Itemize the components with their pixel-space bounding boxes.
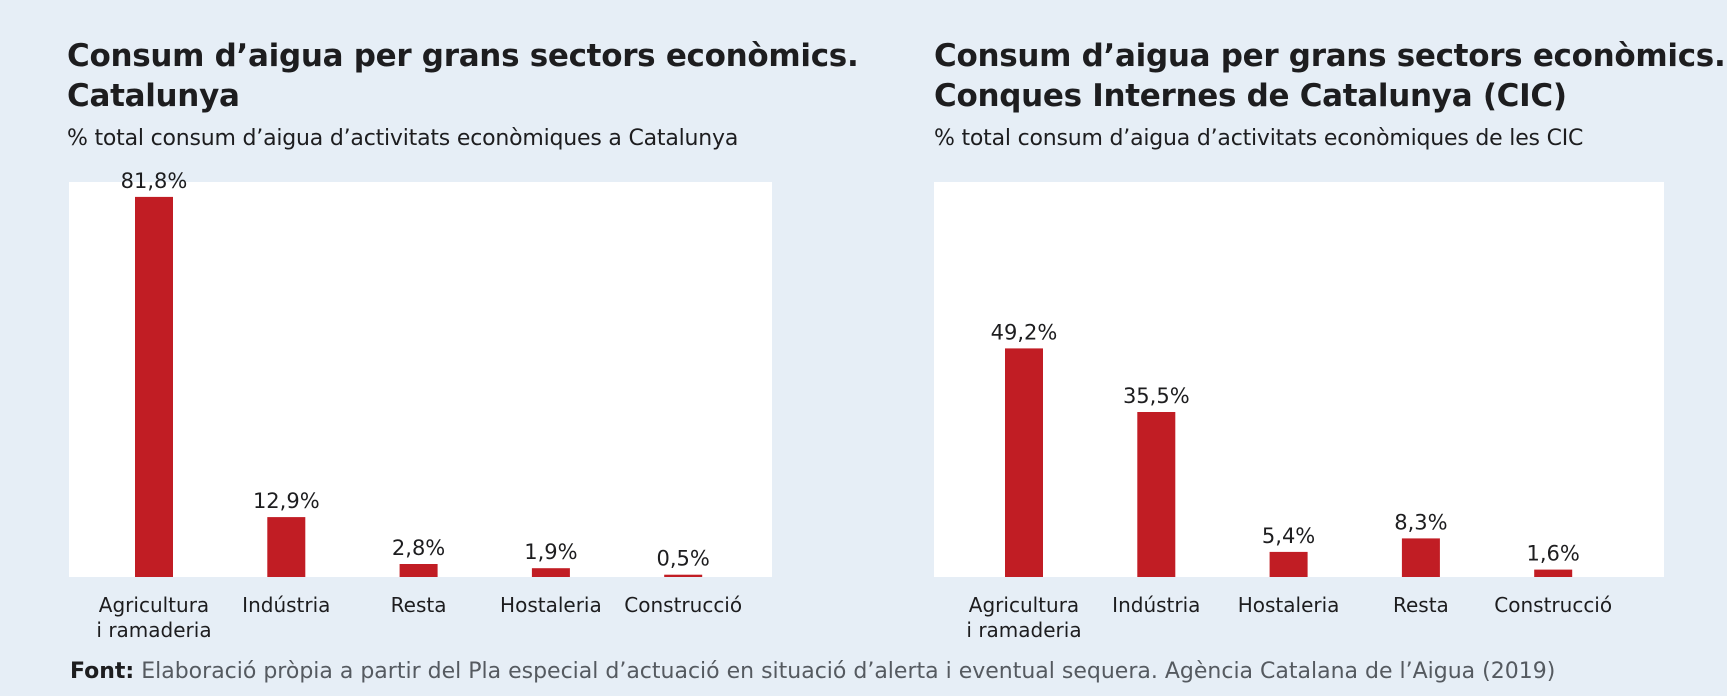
bar (135, 196, 173, 577)
bar (531, 568, 570, 577)
data-label: 1,6% (1527, 542, 1580, 566)
bar (267, 517, 306, 577)
bar (1269, 551, 1308, 577)
source-text: Elaboració pròpia a partir del Pla espec… (134, 659, 1556, 684)
category-label: Agricultura (969, 593, 1079, 617)
category-label: Indústria (242, 593, 330, 617)
data-label: 81,8% (121, 169, 188, 193)
chart-title: Consum d’aigua per grans sectors econòmi… (934, 36, 1726, 116)
data-label: 5,4% (1262, 524, 1315, 548)
bar (1005, 348, 1043, 577)
bar (664, 574, 703, 577)
chart-title: Consum d’aigua per grans sectors econòmi… (67, 36, 859, 116)
category-label: Resta (1393, 593, 1449, 617)
chart-title-line-2: Conques Internes de Catalunya (CIC) (934, 78, 1567, 114)
chart-title-line-1: Consum d’aigua per grans sectors econòmi… (67, 38, 859, 74)
data-label: 35,5% (1123, 384, 1190, 408)
category-label: Indústria (1112, 593, 1200, 617)
category-label: i ramaderia (966, 618, 1081, 642)
bar (1401, 538, 1440, 577)
category-label: Construcció (624, 593, 742, 617)
source-label: Font: (70, 659, 135, 684)
category-label: Agricultura (99, 593, 209, 617)
data-label: 49,2% (991, 320, 1058, 344)
plot-area-cic: 49,2% Agricultura i ramaderia 35,5% Indústri… (934, 182, 1664, 642)
chart-title-line-2: Catalunya (67, 78, 240, 114)
category-label: Hostaleria (1238, 593, 1340, 617)
data-label: 2,8% (392, 536, 445, 560)
bar (1534, 569, 1573, 577)
data-label: 1,9% (524, 540, 577, 564)
bar (1137, 412, 1176, 577)
category-label: Hostaleria (500, 593, 602, 617)
data-label: 12,9% (253, 489, 320, 513)
chart-subtitle: % total consum d’aigua d’activitats econ… (67, 126, 739, 151)
chart-subtitle: % total consum d’aigua d’activitats econ… (934, 126, 1584, 151)
plot-area-catalunya: 81,8% Agricultura i ramaderia 12,9% Indústri… (69, 169, 772, 642)
data-label: 8,3% (1394, 510, 1447, 534)
category-label: i ramaderia (96, 618, 211, 642)
category-label: Construcció (1494, 593, 1612, 617)
data-label: 0,5% (657, 547, 710, 571)
chart-title-line-1: Consum d’aigua per grans sectors econòmi… (934, 38, 1726, 74)
bar (399, 564, 438, 577)
category-label: Resta (391, 593, 447, 617)
source-note: Font: Elaboració pròpia a partir del Pla… (70, 657, 1555, 687)
